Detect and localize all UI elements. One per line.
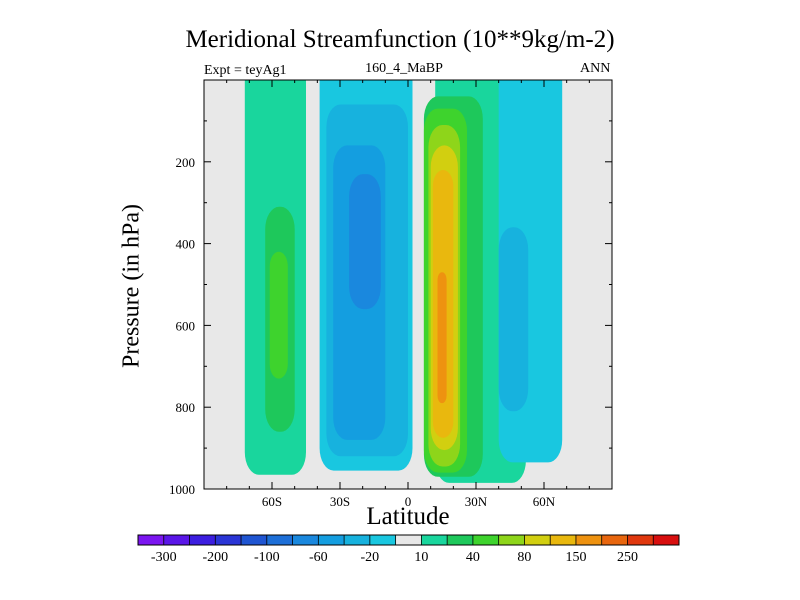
contour-band [498, 227, 529, 412]
y-tick-label: 600 [176, 318, 196, 333]
colorbar-swatch [524, 535, 551, 545]
colorbar-swatch [241, 535, 268, 545]
colorbar-swatch [369, 535, 396, 545]
x-tick-label: 30S [330, 494, 350, 509]
colorbar-swatch [344, 535, 371, 545]
x-tick-label: 60N [533, 494, 556, 509]
colorbar-swatch [163, 535, 190, 545]
chart-title: Meridional Streamfunction (10**9kg/m-2) [185, 26, 615, 53]
y-tick-label: 800 [176, 400, 196, 415]
colorbar-swatch [292, 535, 319, 545]
colorbar-swatch [421, 535, 448, 545]
colorbar-swatch [189, 535, 216, 545]
colorbar-swatch [318, 535, 345, 545]
colorbar: -300 -200 -100 -60 -20 10 40 80 150 250 [137, 534, 680, 565]
season-label: ANN [580, 61, 611, 76]
x-tick-label: 30N [465, 494, 488, 509]
colorbar-swatch [627, 535, 654, 545]
colorbar-swatch [266, 535, 293, 545]
y-tick-label: 1000 [169, 482, 195, 497]
contour-fill-layer [244, 80, 563, 483]
colorbar-label: 40 [466, 550, 480, 565]
contour-band [437, 272, 447, 404]
colorbar-label: -60 [309, 550, 328, 565]
period-label: 160_4_MaBP [365, 61, 443, 76]
colorbar-swatch [653, 535, 680, 545]
colorbar-label: -200 [202, 550, 228, 565]
colorbar-label: 250 [617, 550, 638, 565]
colorbar-label: -300 [151, 550, 177, 565]
x-axis-label: Latitude [366, 503, 450, 530]
plot-area [203, 79, 613, 490]
colorbar-label: 80 [517, 550, 531, 565]
colorbar-swatch [498, 535, 525, 545]
colorbar-label: -20 [361, 550, 380, 565]
y-tick-label: 200 [176, 155, 196, 170]
colorbar-swatch [472, 535, 499, 545]
colorbar-swatch [601, 535, 628, 545]
colorbar-swatch [395, 535, 422, 545]
x-tick-label: 0 [405, 494, 412, 509]
colorbar-label: 150 [565, 550, 586, 565]
colorbar-swatch [138, 535, 165, 545]
y-tick-label: 400 [176, 237, 196, 252]
colorbar-label: -100 [254, 550, 280, 565]
colorbar-swatch [215, 535, 242, 545]
colorbar-swatch [550, 535, 577, 545]
contour-band [269, 251, 288, 379]
contour-band [349, 174, 381, 310]
experiment-label: Expt = teyAg1 [204, 63, 287, 78]
axes: 60S 30S 0 30N 60N 200 400 600 800 1000 [169, 80, 613, 509]
colorbar-frame [137, 534, 680, 546]
colorbar-swatch [447, 535, 474, 545]
x-tick-label: 60S [262, 494, 282, 509]
colorbar-swatch [575, 535, 603, 545]
colorbar-label: 10 [414, 550, 428, 565]
